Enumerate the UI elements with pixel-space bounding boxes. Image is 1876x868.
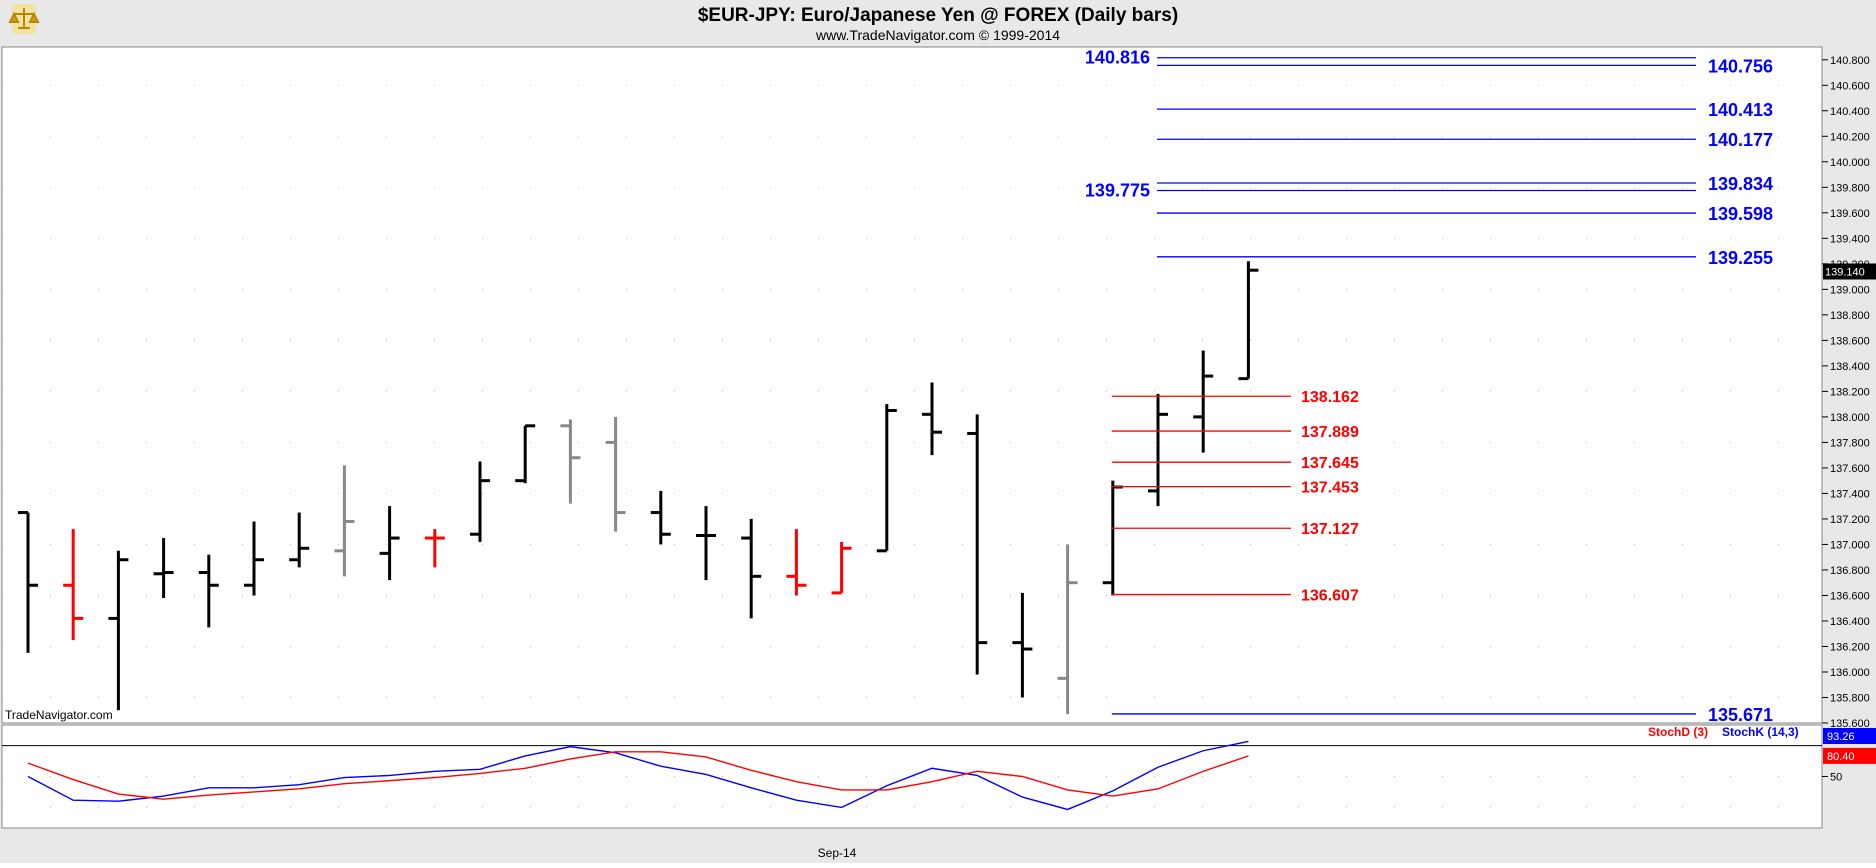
price-levels: 140.816 140.756 140.413 140.177 139.834 139.7… bbox=[1085, 48, 1773, 725]
fib-label: 139.598 bbox=[1708, 204, 1773, 224]
y-tick-label: 138.000 bbox=[1830, 412, 1870, 424]
y-tick-label: 140.400 bbox=[1830, 106, 1870, 118]
y-tick-label: 140.000 bbox=[1830, 157, 1870, 169]
stoch-lines bbox=[27, 740, 1249, 811]
y-tick-label: 135.800 bbox=[1830, 692, 1870, 704]
y-tick-label: 140.200 bbox=[1830, 131, 1870, 143]
stoch-grid bbox=[2, 745, 1822, 808]
legend-stoch-d: StochD (3) bbox=[1648, 725, 1708, 739]
fib-label: 137.889 bbox=[1301, 424, 1359, 441]
ohlc-bar bbox=[198, 554, 219, 628]
chart-title: $EUR-JPY: Euro/Japanese Yen @ FOREX (Dai… bbox=[698, 5, 1178, 26]
ohlc-bar bbox=[1012, 592, 1033, 698]
y-tick-label: 136.400 bbox=[1830, 616, 1870, 628]
legend-stoch-k: StochK (14,3) bbox=[1722, 725, 1799, 739]
ohlc-bar bbox=[470, 461, 490, 542]
y-tick-label: 136.800 bbox=[1830, 565, 1870, 577]
fib-label: 135.671 bbox=[1708, 705, 1773, 725]
y-tick-label: 138.200 bbox=[1830, 386, 1870, 398]
y-tick-label: 139.400 bbox=[1830, 233, 1870, 245]
y-tick-label: 137.600 bbox=[1830, 463, 1870, 475]
ohlc-bar bbox=[244, 521, 264, 596]
last-price-box bbox=[1823, 263, 1876, 280]
y-tick-label: 139.000 bbox=[1830, 284, 1870, 296]
logo-icon bbox=[8, 4, 40, 34]
y-tick-label: 50 bbox=[1830, 772, 1842, 784]
y-tick-label: 136.200 bbox=[1830, 641, 1870, 653]
ohlc-bar bbox=[696, 506, 716, 581]
fib-label: 138.162 bbox=[1301, 389, 1359, 406]
fib-label: 137.645 bbox=[1301, 455, 1359, 472]
ohlc-bar bbox=[18, 511, 38, 653]
stoch-last-label: 80.40 bbox=[1827, 751, 1855, 763]
y-tick-label: 135.600 bbox=[1830, 718, 1870, 730]
stoch-k-line bbox=[27, 740, 1249, 811]
ohlc-bar bbox=[63, 529, 84, 641]
fib-label: 139.834 bbox=[1708, 174, 1773, 194]
price-axis: 135.600 135.800 136.000 136.200 136.400 136.6… bbox=[1822, 55, 1876, 730]
fib-label: 140.177 bbox=[1708, 130, 1773, 150]
y-tick-label: 137.200 bbox=[1830, 514, 1870, 526]
y-tick-label: 139.800 bbox=[1830, 182, 1870, 194]
ohlc-bar bbox=[1148, 393, 1168, 507]
ohlc-bar bbox=[334, 465, 355, 577]
y-tick-label: 136.000 bbox=[1830, 667, 1870, 679]
ohlc-bar bbox=[424, 529, 445, 568]
ohlc-bar bbox=[1057, 544, 1078, 715]
y-tick-label: 139.600 bbox=[1830, 208, 1870, 220]
y-tick-label: 140.600 bbox=[1830, 80, 1870, 92]
fib-label: 137.127 bbox=[1301, 521, 1359, 538]
ohlc-bar bbox=[741, 518, 762, 619]
ohlc-bar bbox=[379, 506, 400, 581]
price-panel bbox=[1, 46, 1823, 724]
fib-label: 140.756 bbox=[1708, 56, 1773, 76]
ohlc-bar bbox=[967, 414, 988, 675]
fib-label: 140.816 bbox=[1085, 48, 1150, 68]
ohlc-bar bbox=[1193, 350, 1214, 453]
stoch-last-box bbox=[1823, 728, 1876, 744]
watermark: TradeNavigator.com bbox=[5, 708, 113, 722]
ohlc-bar bbox=[515, 424, 536, 484]
y-tick-label: 137.400 bbox=[1830, 488, 1870, 500]
fib-label: 136.607 bbox=[1301, 588, 1359, 605]
y-tick-label: 137.000 bbox=[1830, 539, 1870, 551]
last-price-label: 139.140 bbox=[1825, 266, 1865, 278]
y-tick-label: 138.400 bbox=[1830, 361, 1870, 373]
fib-label: 139.775 bbox=[1085, 180, 1150, 200]
fib-label: 140.413 bbox=[1708, 100, 1773, 120]
ohlc-bar bbox=[876, 404, 897, 553]
y-tick-label: 140.800 bbox=[1830, 55, 1870, 67]
stoch-last-label: 93.26 bbox=[1827, 731, 1855, 743]
ohlc-bar bbox=[1238, 261, 1259, 381]
price-bars bbox=[18, 261, 1259, 715]
y-tick-label: 138.600 bbox=[1830, 335, 1870, 347]
stoch-d-line bbox=[27, 751, 1249, 800]
fib-label: 137.453 bbox=[1301, 480, 1359, 497]
y-tick-label: 136.600 bbox=[1830, 590, 1870, 602]
y-tick-label: 137.800 bbox=[1830, 437, 1870, 449]
ohlc-bar bbox=[831, 541, 852, 595]
ohlc-bar bbox=[108, 550, 129, 711]
ohlc-bar bbox=[560, 419, 581, 504]
ohlc-bar bbox=[922, 382, 942, 456]
stoch-axis: 50 93.26 80.40 bbox=[1822, 728, 1876, 784]
ohlc-bar bbox=[289, 512, 310, 568]
fib-label: 139.255 bbox=[1708, 248, 1773, 268]
x-axis-label: Sep-14 bbox=[818, 846, 857, 860]
ohlc-bar bbox=[786, 529, 807, 596]
ohlc-bar bbox=[605, 416, 626, 532]
chart-subtitle: www.TradeNavigator.com © 1999-2014 bbox=[815, 27, 1060, 43]
ohlc-bar bbox=[153, 538, 174, 599]
ohlc-bar bbox=[650, 490, 671, 545]
y-tick-label: 138.800 bbox=[1830, 310, 1870, 322]
stoch-last-box bbox=[1823, 747, 1876, 764]
